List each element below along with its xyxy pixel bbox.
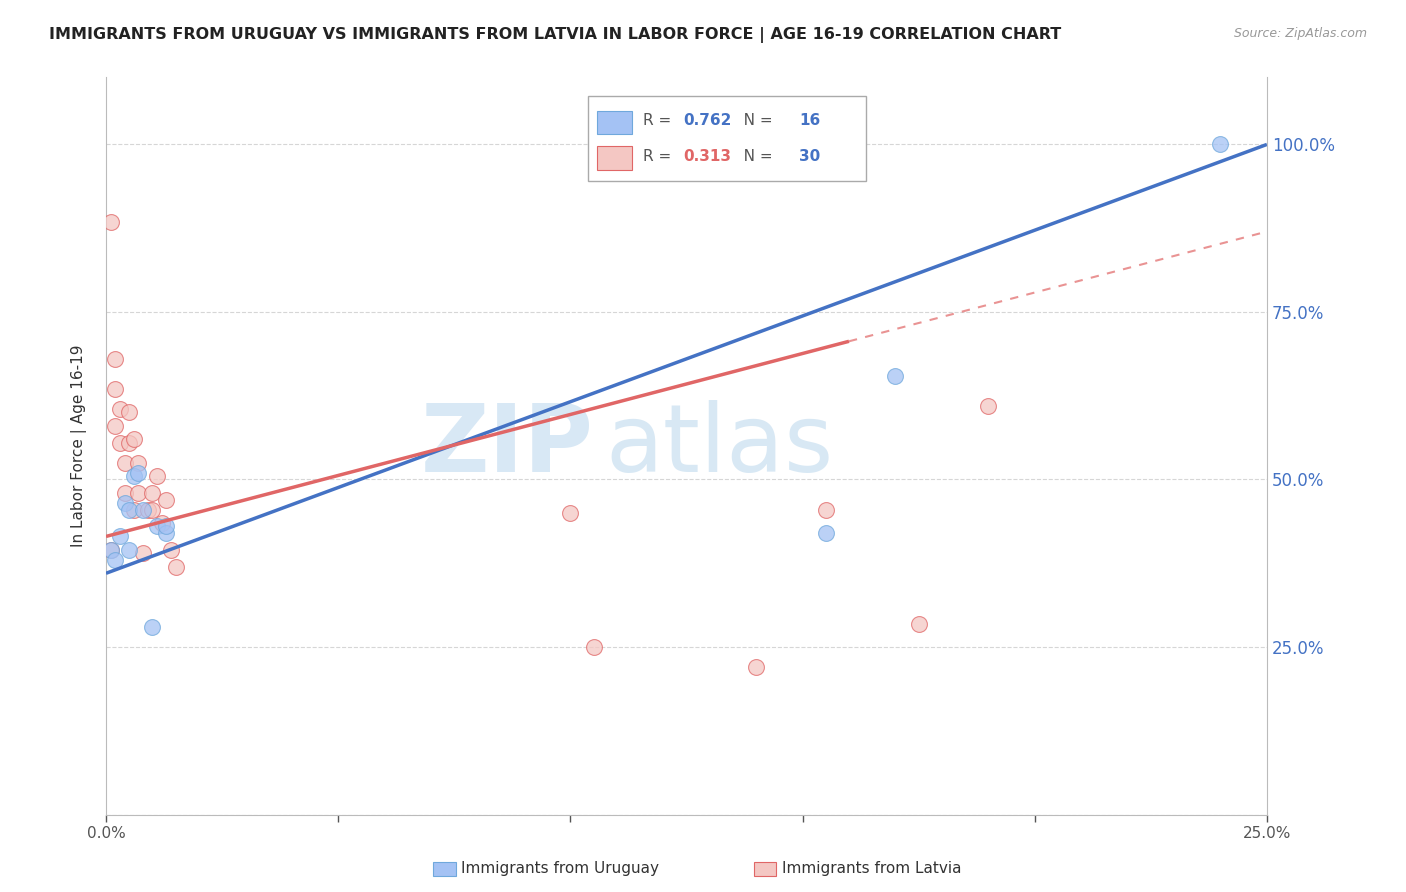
Point: [1209, 137, 1232, 152]
Point: [165, 559, 187, 574]
Point: [118, 542, 141, 557]
Text: R =: R =: [644, 113, 676, 128]
Point: [745, 660, 768, 674]
Point: [155, 492, 177, 507]
Point: [100, 542, 122, 557]
Point: [104, 382, 127, 396]
Point: [814, 502, 837, 516]
Point: [128, 486, 150, 500]
Point: [146, 469, 169, 483]
Text: Immigrants from Uruguay: Immigrants from Uruguay: [461, 862, 659, 876]
Text: 30: 30: [799, 149, 820, 164]
Point: [108, 435, 131, 450]
Point: [136, 502, 159, 516]
Point: [118, 435, 141, 450]
Y-axis label: In Labor Force | Age 16-19: In Labor Force | Age 16-19: [72, 344, 87, 547]
Point: [132, 546, 155, 560]
Point: [122, 469, 145, 483]
Point: [128, 456, 150, 470]
Text: Immigrants from Latvia: Immigrants from Latvia: [782, 862, 962, 876]
FancyBboxPatch shape: [588, 95, 866, 181]
Text: N =: N =: [730, 113, 778, 128]
Point: [104, 553, 127, 567]
Text: atlas: atlas: [605, 400, 834, 492]
Point: [118, 405, 141, 419]
Point: [128, 466, 150, 480]
Point: [104, 418, 127, 433]
Point: [100, 542, 122, 557]
Text: 16: 16: [799, 113, 820, 128]
Text: N =: N =: [730, 149, 778, 164]
Point: [100, 214, 122, 228]
Point: [122, 432, 145, 446]
Point: [114, 486, 136, 500]
Point: [118, 502, 141, 516]
Text: Source: ZipAtlas.com: Source: ZipAtlas.com: [1233, 27, 1367, 40]
Point: [155, 526, 177, 541]
Text: 0.762: 0.762: [683, 113, 731, 128]
Text: ZIP: ZIP: [420, 400, 593, 492]
Point: [122, 502, 145, 516]
Point: [155, 519, 177, 533]
Text: IMMIGRANTS FROM URUGUAY VS IMMIGRANTS FROM LATVIA IN LABOR FORCE | AGE 16-19 COR: IMMIGRANTS FROM URUGUAY VS IMMIGRANTS FR…: [49, 27, 1062, 43]
Point: [141, 486, 163, 500]
Point: [160, 542, 183, 557]
FancyBboxPatch shape: [598, 146, 631, 169]
Text: R =: R =: [644, 149, 676, 164]
Point: [814, 526, 837, 541]
Point: [150, 516, 173, 530]
FancyBboxPatch shape: [598, 111, 631, 134]
Point: [884, 368, 907, 383]
Point: [114, 456, 136, 470]
Point: [907, 616, 929, 631]
Point: [108, 529, 131, 543]
Point: [977, 399, 1000, 413]
Point: [146, 519, 169, 533]
Point: [114, 496, 136, 510]
Text: 0.313: 0.313: [683, 149, 731, 164]
Point: [108, 402, 131, 417]
Point: [104, 351, 127, 366]
Point: [141, 502, 163, 516]
Point: [132, 502, 155, 516]
Point: [582, 640, 605, 654]
Point: [141, 620, 163, 634]
Point: [560, 506, 582, 520]
